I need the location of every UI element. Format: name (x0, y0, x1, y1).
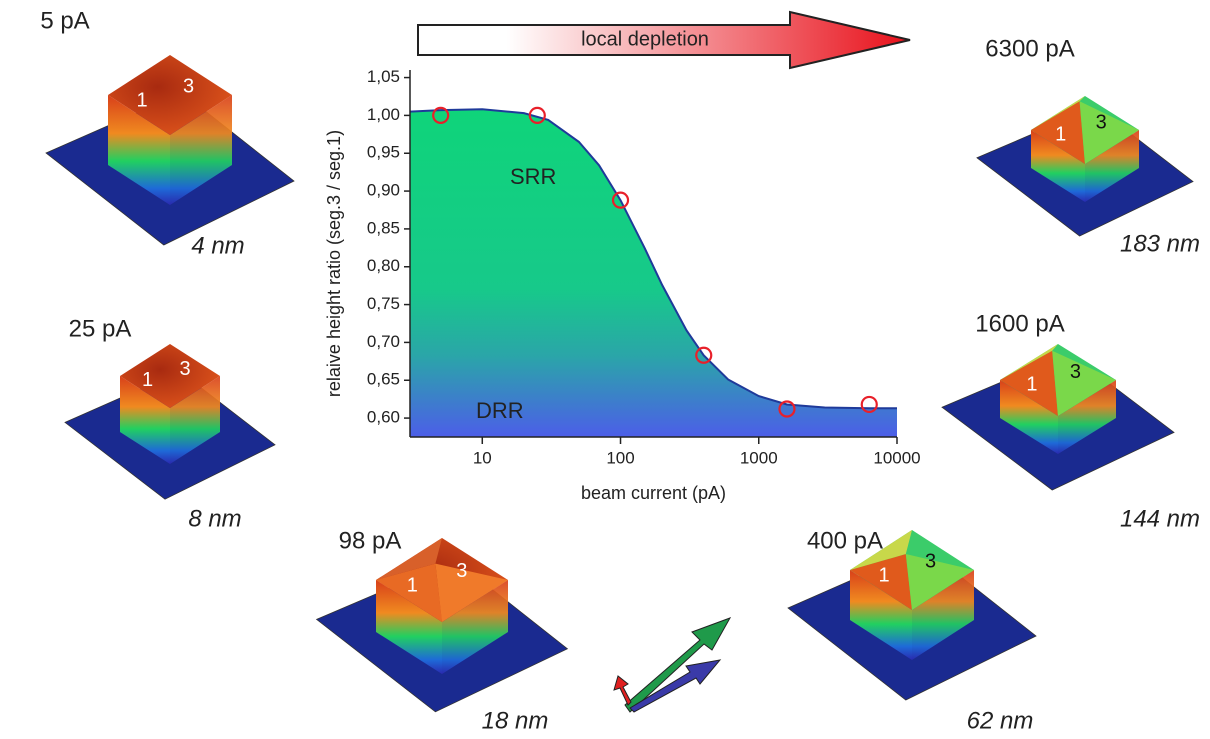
afm-panel: 1 3 1600 pA 144 nm (941, 310, 1200, 532)
y-axis-label: relaive height ratio (seg.3 / seg.1) (324, 130, 344, 397)
box-side (120, 376, 170, 464)
afm-panel: 1 3 25 pA 8 nm (64, 315, 276, 532)
box-side (170, 95, 232, 205)
afm-panel: 1 3 6300 pA 183 nm (976, 35, 1200, 257)
x-tick-label: 1000 (740, 448, 778, 467)
facet (435, 563, 508, 622)
segment-label: 1 (142, 369, 153, 391)
height-scale: 144 nm (1120, 505, 1200, 532)
x-tick-label: 10 (473, 448, 492, 467)
y-tick-label: 0,70 (367, 332, 400, 351)
height-scale: 8 nm (188, 505, 241, 532)
y-tick-label: 0,90 (367, 181, 400, 200)
facet (1000, 350, 1058, 416)
beam-current: 1600 pA (975, 310, 1064, 337)
box-side (912, 570, 974, 660)
box-top (120, 344, 220, 408)
box-side (376, 580, 442, 674)
x-tick-label: 10000 (873, 448, 920, 467)
lightning (613, 617, 732, 713)
y-tick-label: 0,60 (367, 408, 400, 427)
height-scale: 62 nm (967, 707, 1034, 734)
data-point (611, 191, 630, 209)
facet (376, 563, 442, 622)
data-point (432, 106, 450, 125)
y-tick-label: 0,95 (367, 143, 400, 162)
height-scale: 18 nm (482, 707, 549, 734)
beam-current: 400 pA (807, 527, 883, 554)
y-tick-label: 0,65 (367, 370, 400, 389)
facet (1079, 101, 1139, 164)
region-label: DRR (476, 398, 524, 423)
box-side (1058, 380, 1116, 454)
x-tick-label: 100 (606, 448, 634, 467)
plot (409, 108, 897, 438)
region-label: SRR (510, 164, 556, 189)
blue-arrow (629, 659, 722, 713)
segment-label: 1 (407, 575, 418, 597)
segment-label: 3 (925, 550, 936, 572)
facet (1031, 101, 1085, 164)
x-axis-label: beam current (pA) (581, 483, 726, 503)
segment-label: 3 (456, 560, 467, 582)
box-side (1000, 380, 1058, 454)
facet (1031, 96, 1085, 130)
data-point (860, 395, 878, 414)
facet (376, 538, 442, 580)
segment-label: 3 (183, 75, 194, 97)
depletion-arrow (417, 10, 911, 70)
box-side (1085, 130, 1139, 202)
box-side (108, 95, 170, 205)
red-arrow (613, 675, 632, 706)
segment-label: 3 (179, 358, 190, 380)
y-tick-label: 0,85 (367, 218, 400, 237)
data-point (778, 400, 796, 418)
data-point (695, 346, 713, 364)
beam-current: 6300 pA (985, 35, 1074, 62)
beam-current: 5 pA (40, 7, 89, 34)
segment-label: 3 (1070, 361, 1081, 383)
box-top (108, 55, 232, 135)
afm-panel: 1 3 98 pA 18 nm (315, 527, 569, 734)
afm-panel: 1 3 400 pA 62 nm (787, 527, 1037, 734)
facet (850, 530, 912, 570)
box-side (1031, 130, 1085, 202)
beam-current: 98 pA (339, 527, 402, 554)
height-scale: 183 nm (1120, 230, 1200, 257)
box-side (170, 376, 220, 464)
facet (1052, 350, 1116, 416)
facet (905, 554, 974, 610)
facet (850, 554, 912, 610)
data-point (528, 106, 546, 125)
box-side (850, 570, 912, 660)
arrow-label: local depletion (581, 28, 709, 50)
box-side (442, 580, 508, 674)
facet (1000, 344, 1058, 380)
segment-label: 1 (137, 89, 148, 111)
fit-area (410, 109, 897, 438)
height-scale: 4 nm (191, 232, 244, 259)
beam-current: 25 pA (69, 315, 132, 342)
y-tick-label: 0,75 (367, 294, 400, 313)
y-tick-label: 0,80 (367, 256, 400, 275)
y-tick-label: 1,05 (367, 67, 400, 86)
segment-label: 1 (1055, 123, 1066, 145)
segment-label: 3 (1096, 111, 1107, 133)
arrow: local depletion (417, 10, 911, 70)
afm-panel: 1 3 5 pA 4 nm (40, 7, 295, 259)
y-tick-label: 1,00 (367, 105, 400, 124)
segment-label: 1 (879, 564, 890, 586)
segment-label: 1 (1026, 374, 1037, 396)
